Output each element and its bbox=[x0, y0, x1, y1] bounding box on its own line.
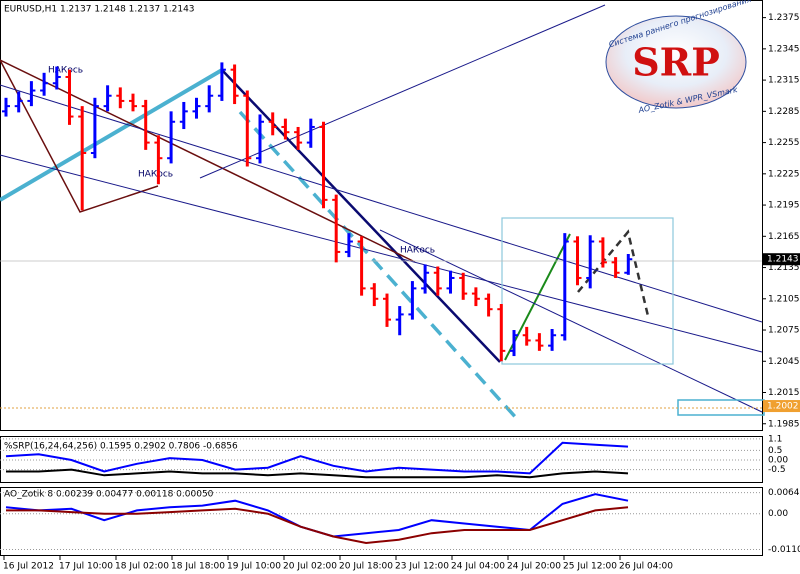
y-tick-label: 1.2375 bbox=[768, 13, 800, 23]
annotation: НАКось bbox=[400, 246, 435, 256]
x-tick-label: 26 Jul 04:00 bbox=[619, 562, 673, 572]
main-panel bbox=[0, 0, 763, 431]
chart-title: EURUSD,H1 1.2137 1.2148 1.2137 1.2143 bbox=[4, 5, 195, 15]
y-tick-label: 1.2225 bbox=[768, 169, 800, 179]
x-tick-label: 18 Jul 18:00 bbox=[171, 562, 225, 572]
indicator-tick-label: 0.00649 bbox=[768, 488, 800, 498]
indicator-tick-label: 1.1 bbox=[768, 434, 782, 444]
indicator-tick-label: -0.0110 bbox=[768, 545, 800, 555]
trend-lines bbox=[0, 4, 765, 422]
y-tick-label: 1.2135 bbox=[768, 263, 800, 273]
x-tick-label: 17 Jul 10:00 bbox=[59, 562, 113, 572]
current-price-box bbox=[763, 253, 800, 266]
indicator-line bbox=[5, 441, 629, 475]
indicator-title: AO_Zotik 8 0.00239 0.00477 0.00118 0.000… bbox=[4, 490, 214, 500]
y-tick-label: 1.2345 bbox=[768, 44, 800, 54]
y-tick-label: 1.1985 bbox=[768, 419, 800, 429]
y-tick-label: 1.2285 bbox=[768, 107, 800, 117]
y-tick-label: 1.2015 bbox=[768, 388, 800, 398]
indicator-tick-label: -0.5 bbox=[768, 465, 786, 475]
x-tick-label: 18 Jul 02:00 bbox=[115, 562, 169, 572]
x-tick-label: 23 Jul 12:00 bbox=[395, 562, 449, 572]
indicator-tick-label: 0.00 bbox=[768, 509, 788, 519]
x-tick-label: 16 Jul 2012 bbox=[3, 562, 54, 572]
level-price-box bbox=[763, 400, 800, 413]
indicator-line bbox=[6, 506, 629, 545]
y-tick-label: 1.2315 bbox=[768, 76, 800, 86]
x-tick-label: 19 Jul 10:00 bbox=[227, 562, 281, 572]
indicator-tick-label: 0.00 bbox=[768, 456, 788, 466]
annotation: НАКось bbox=[138, 170, 173, 180]
indicator-title: %SRP(16,24,64,256) 0.1595 0.2902 0.7806 … bbox=[4, 442, 238, 452]
current-price: 1.2143 bbox=[767, 255, 799, 265]
y-tick-label: 1.2105 bbox=[768, 294, 800, 304]
y-tick-label: 1.2165 bbox=[768, 232, 800, 242]
x-tick-label: 24 Jul 20:00 bbox=[507, 562, 561, 572]
x-tick-label: 25 Jul 12:00 bbox=[563, 562, 617, 572]
indicator-tick-label: 0.5 bbox=[768, 446, 782, 456]
annotation: НАКось bbox=[48, 66, 83, 76]
y-tick-label: 1.2045 bbox=[768, 357, 800, 367]
ao-panel bbox=[0, 487, 763, 556]
y-tick-label: 1.2255 bbox=[768, 138, 800, 148]
x-tick-label: 20 Jul 18:00 bbox=[339, 562, 393, 572]
x-tick-label: 20 Jul 02:00 bbox=[283, 562, 337, 572]
x-tick-label: 24 Jul 04:00 bbox=[451, 562, 505, 572]
y-tick-label: 1.2195 bbox=[768, 201, 800, 211]
level-price: 1.2002 bbox=[767, 402, 799, 412]
indicator-line bbox=[6, 468, 629, 479]
logo-title: SRP bbox=[632, 40, 720, 85]
y-tick-label: 1.2075 bbox=[768, 326, 800, 336]
